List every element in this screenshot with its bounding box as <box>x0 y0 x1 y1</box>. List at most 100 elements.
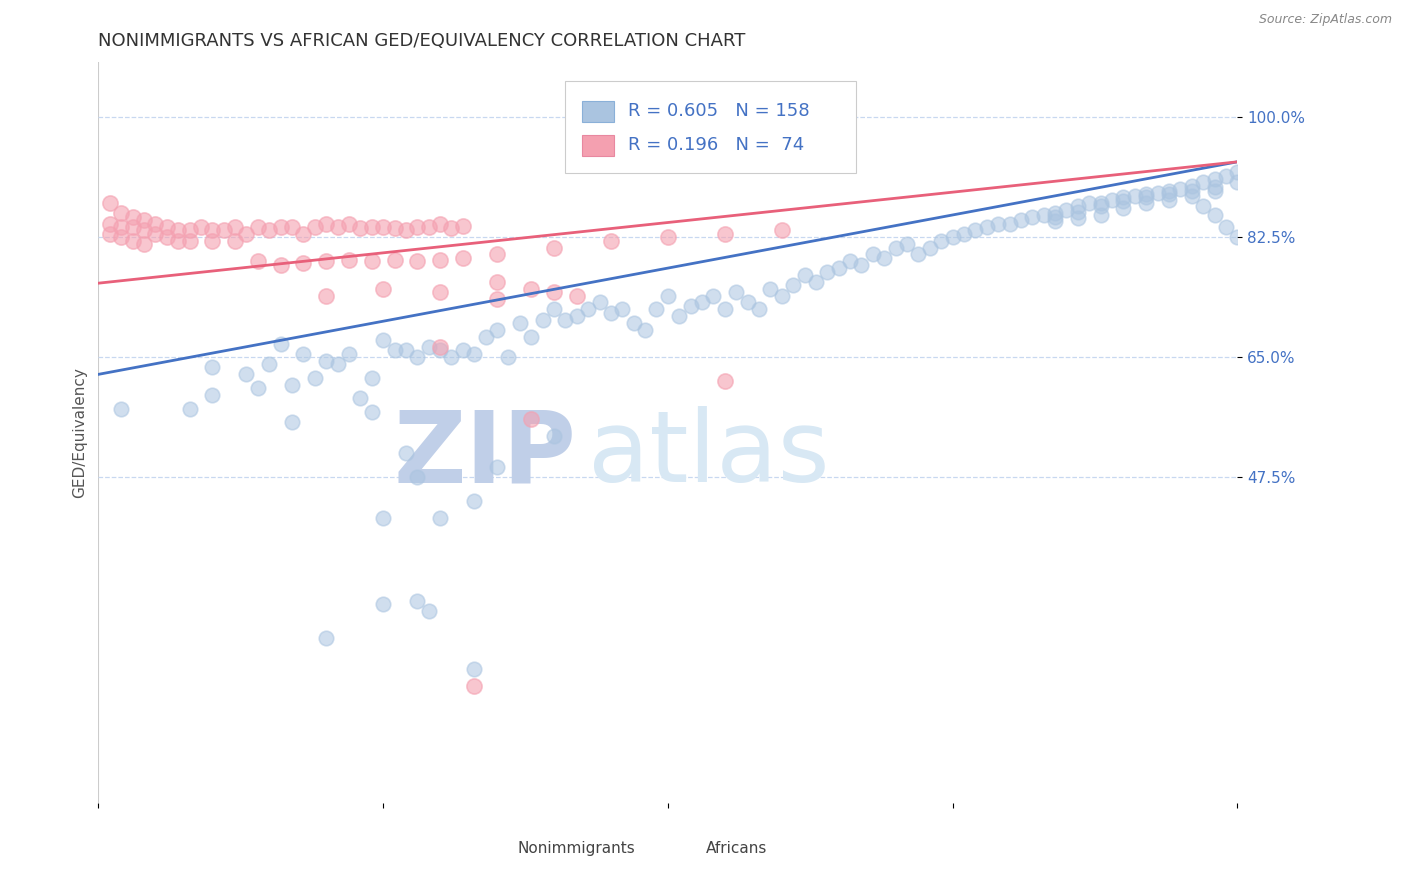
Point <box>565 309 588 323</box>
Point <box>543 285 565 299</box>
Point <box>657 288 679 302</box>
Point <box>588 295 610 310</box>
Point <box>884 240 907 255</box>
Point <box>1067 199 1090 213</box>
Point <box>360 405 382 419</box>
Point <box>486 247 509 261</box>
Point <box>406 593 429 607</box>
Point <box>770 288 793 302</box>
Point <box>486 292 509 306</box>
Point <box>224 234 246 248</box>
Point <box>337 217 360 231</box>
Point <box>998 217 1021 231</box>
Point <box>851 258 873 272</box>
Point <box>1135 196 1157 211</box>
Point <box>1226 165 1249 179</box>
Point <box>270 258 292 272</box>
Point <box>1067 211 1090 225</box>
Point <box>725 285 748 299</box>
Point <box>440 350 463 364</box>
Point <box>793 268 815 282</box>
Point <box>463 494 485 508</box>
Point <box>1204 184 1226 198</box>
Point <box>212 223 235 237</box>
Point <box>543 240 565 255</box>
Point <box>121 234 143 248</box>
Point <box>201 234 224 248</box>
Point <box>668 309 690 323</box>
Point <box>371 219 394 234</box>
Point <box>531 312 554 326</box>
Point <box>1101 193 1123 207</box>
FancyBboxPatch shape <box>673 838 699 860</box>
Point <box>326 357 349 371</box>
Point <box>201 388 224 402</box>
Point <box>395 343 418 358</box>
FancyBboxPatch shape <box>582 135 614 156</box>
Point <box>292 347 315 361</box>
Point <box>953 227 976 241</box>
Point <box>132 223 155 237</box>
Point <box>246 219 269 234</box>
Point <box>1215 219 1237 234</box>
Point <box>429 343 451 358</box>
Point <box>474 329 496 343</box>
Point <box>1226 230 1249 244</box>
Point <box>1157 184 1180 198</box>
Point <box>976 219 998 234</box>
Point <box>714 302 737 317</box>
Point <box>1181 189 1204 203</box>
Point <box>235 227 257 241</box>
Point <box>657 230 679 244</box>
Point <box>132 213 155 227</box>
Point <box>259 223 281 237</box>
Point <box>281 219 304 234</box>
Point <box>714 374 737 388</box>
Point <box>612 302 634 317</box>
Point <box>828 261 851 276</box>
Point <box>440 221 463 235</box>
Point <box>292 227 315 241</box>
Point <box>486 459 509 474</box>
Point <box>1226 175 1249 189</box>
Point <box>304 371 326 385</box>
Point <box>600 306 623 320</box>
Text: Nonimmigrants: Nonimmigrants <box>517 841 636 856</box>
Text: R = 0.605   N = 158: R = 0.605 N = 158 <box>628 103 810 120</box>
Point <box>1090 208 1112 222</box>
Point <box>748 302 770 317</box>
Point <box>690 295 713 310</box>
Text: R = 0.196   N =  74: R = 0.196 N = 74 <box>628 136 804 154</box>
Point <box>929 234 952 248</box>
Point <box>337 252 360 267</box>
Point <box>873 251 896 265</box>
Point <box>1170 182 1192 196</box>
Point <box>326 219 349 234</box>
Point <box>759 282 782 296</box>
Point <box>565 288 588 302</box>
Point <box>371 333 394 347</box>
Point <box>406 470 429 484</box>
Point <box>337 347 360 361</box>
Point <box>429 511 451 525</box>
Point <box>121 210 143 224</box>
Point <box>520 282 543 296</box>
Point <box>281 415 304 429</box>
Point <box>406 219 429 234</box>
Point <box>429 217 451 231</box>
Point <box>1192 199 1215 213</box>
Point <box>1157 187 1180 202</box>
Point <box>965 223 987 237</box>
Point <box>371 597 394 611</box>
Point <box>349 221 371 235</box>
Point <box>1135 187 1157 202</box>
Point <box>110 401 132 416</box>
Point <box>145 227 167 241</box>
Point <box>918 240 941 255</box>
Point <box>246 254 269 268</box>
Point <box>259 357 281 371</box>
Point <box>179 223 201 237</box>
Point <box>509 316 531 330</box>
Point <box>156 230 179 244</box>
Point <box>371 511 394 525</box>
